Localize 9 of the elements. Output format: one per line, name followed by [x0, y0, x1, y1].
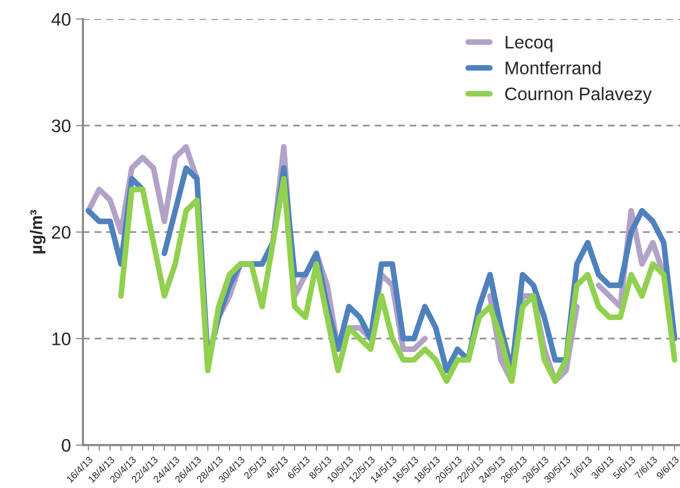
- legend-label: Lecoq: [506, 36, 552, 52]
- legend-label: Montferrand: [506, 61, 600, 74]
- y-tick-label: 30: [52, 119, 70, 132]
- y-tick-label: 0: [62, 438, 70, 452]
- y-tick-label: 20: [52, 226, 70, 239]
- y-tick-label: 40: [51, 12, 70, 26]
- y-axis-title: µg/m³: [30, 210, 46, 254]
- y-tick-label: 10: [52, 332, 70, 346]
- legend-label: Cournon Palavezy: [505, 87, 652, 104]
